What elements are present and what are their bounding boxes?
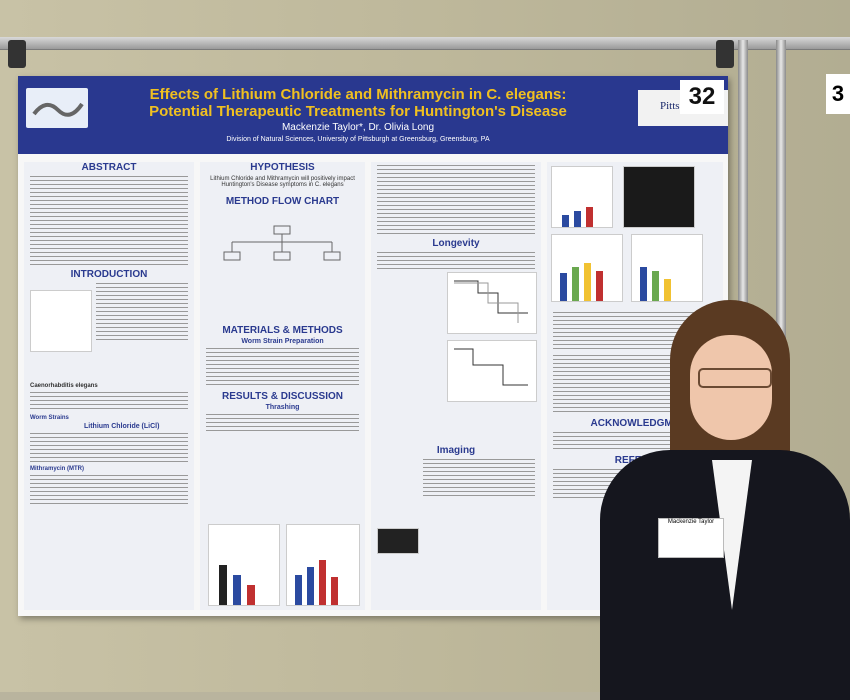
longevity-text — [377, 252, 535, 272]
poster-authors: Mackenzie Taylor*, Dr. Olivia Long — [281, 122, 435, 133]
column-abstract: ABSTRACT INTRODUCTION Caenorhabditis ele… — [24, 162, 194, 610]
thrashing-chart-2 — [286, 524, 360, 606]
bar-chart-d — [631, 234, 703, 302]
hypothesis-heading: HYPOTHESIS — [250, 162, 315, 173]
thrashing-heading: Thrashing — [265, 404, 300, 411]
column-hypothesis: HYPOTHESIS Lithium Chloride and Mithramy… — [200, 162, 365, 610]
worm-strains-heading: Worm Strains — [30, 415, 69, 421]
name-badge: Mackenzie Taylor — [658, 518, 724, 558]
survival-curve-2 — [447, 340, 537, 402]
abstract-text — [30, 176, 188, 266]
display-rail — [0, 37, 850, 50]
lithium-text — [30, 433, 188, 463]
bar-chart-a — [551, 166, 613, 228]
hypothesis-text: Lithium Chloride and Mithramycin will po… — [210, 176, 355, 188]
board-number-card: 32 — [680, 80, 724, 114]
introduction-heading: INTRODUCTION — [70, 269, 148, 280]
presenter: Mackenzie Taylor — [600, 300, 850, 700]
longevity-heading: Longevity — [432, 238, 480, 249]
poster-affiliation: Division of Natural Sciences, University… — [226, 136, 490, 143]
board-number-card-partial: 3 — [826, 74, 850, 114]
presenter-glasses — [698, 368, 772, 388]
thrashing-text — [206, 414, 359, 434]
method-flow-heading: METHOD FLOW CHART — [225, 196, 340, 207]
poster-clip — [716, 40, 734, 68]
fluorescence-images — [623, 166, 695, 228]
mithramycin-heading: Mithramycin (MTR) — [30, 466, 84, 472]
results-heading: RESULTS & DISCUSSION — [222, 391, 343, 402]
imaging-heading: Imaging — [436, 445, 476, 456]
abstract-heading: ABSTRACT — [81, 162, 137, 173]
survival-curve-1 — [447, 272, 537, 334]
imaging-micrograph — [377, 528, 419, 554]
materials-heading: MATERIALS & METHODS — [222, 325, 343, 336]
thrashing-findings — [377, 165, 535, 235]
lithium-heading: Lithium Chloride (LiCl) — [84, 423, 160, 430]
intro-figure — [30, 290, 92, 352]
thrashing-chart — [208, 524, 280, 606]
worm-strain-text — [206, 348, 359, 388]
flow-chart — [208, 222, 356, 282]
c-elegans-heading: Caenorhabditis elegans — [30, 383, 98, 389]
c-elegans-text — [30, 392, 188, 412]
worm-logo — [26, 88, 88, 128]
bar-chart-c — [551, 234, 623, 302]
poster-title: Effects of Lithium Chloride and Mithramy… — [149, 86, 567, 120]
worm-strain-heading: Worm Strain Preparation — [241, 338, 324, 345]
column-longevity: Longevity Imaging — [371, 162, 541, 610]
poster-banner: Effects of Lithium Chloride and Mithramy… — [18, 76, 728, 154]
poster-clip — [8, 40, 26, 68]
intro-text — [96, 283, 188, 343]
acknowledgments-heading: ACKNOWLEDGME — [590, 418, 680, 429]
imaging-text — [423, 459, 535, 499]
mithramycin-text — [30, 475, 188, 505]
